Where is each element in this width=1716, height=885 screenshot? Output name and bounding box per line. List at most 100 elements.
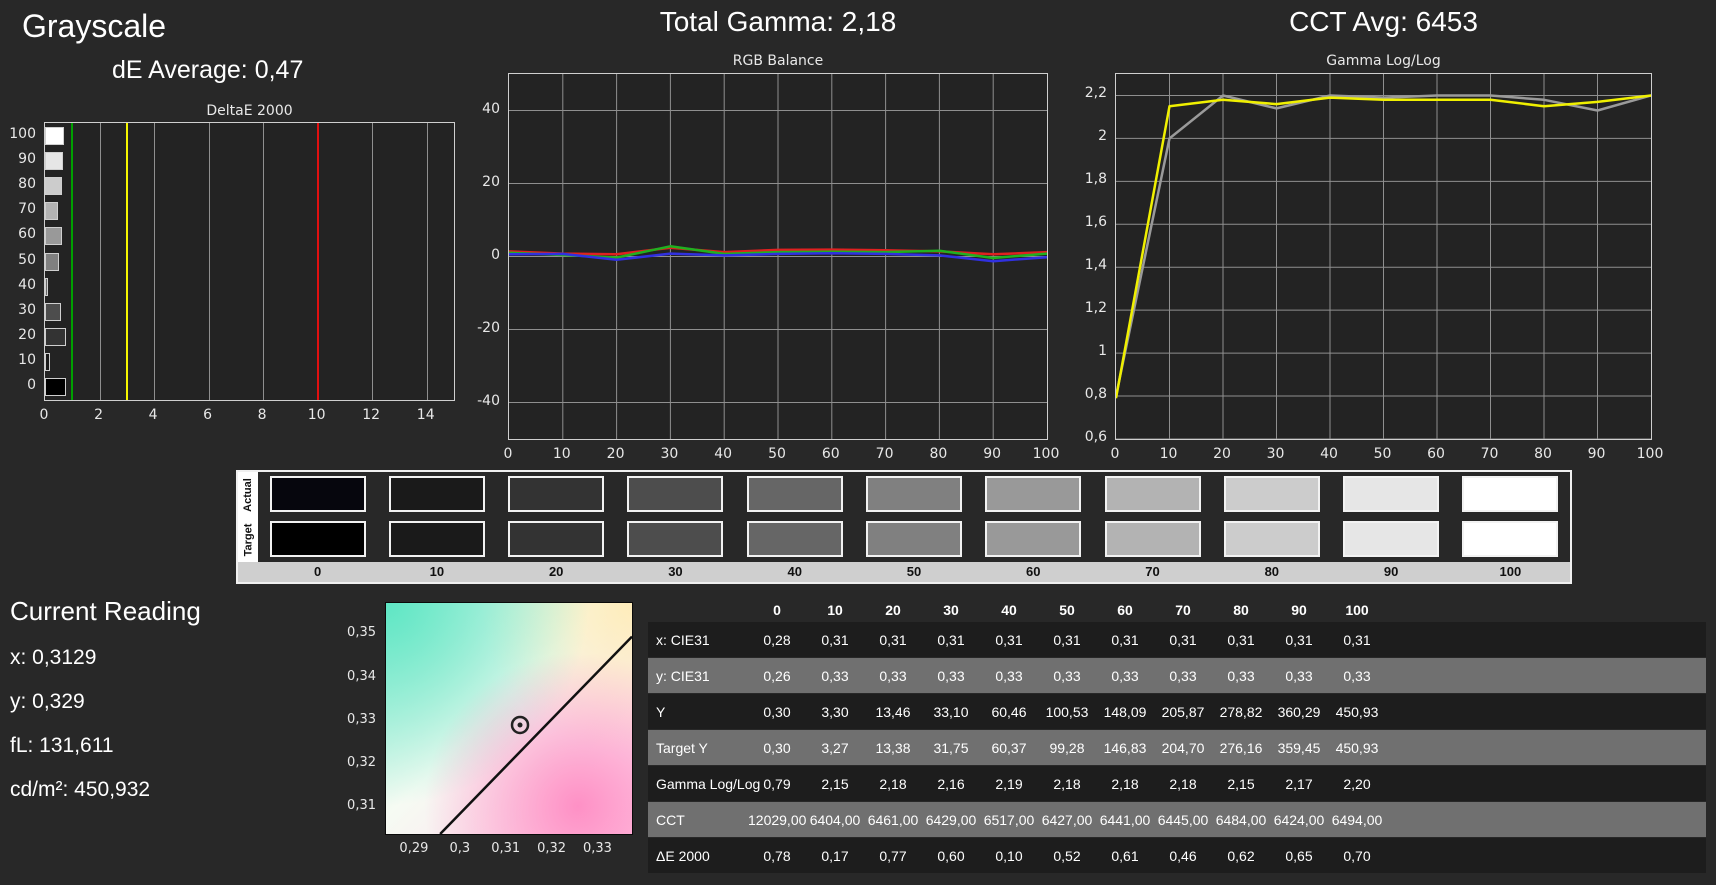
axis-tick-label: 60 [1427, 446, 1445, 462]
table-cell: 0,77 [879, 847, 907, 864]
deltae-x-axis: 0 2 4 6 8 10 12 14 [40, 407, 455, 423]
cie-plot-svg [439, 635, 633, 835]
delta-e-bar [45, 328, 66, 347]
table-row: x: CIE31 0,28 0,31 0,31 0,31 0,31 0,31 0,31 0,31… [648, 622, 1706, 657]
axis-tick-label: 60 [821, 446, 840, 462]
swatch [1462, 521, 1559, 557]
axis-tick-label: 40 [714, 446, 733, 462]
swatch-level-labels: 0 10 20 30 40 50 60 70 80 90 100 [258, 562, 1570, 582]
table-row: ΔE 2000 0,78 0,17 0,77 0,60 0,10 0,52 0,61 0,46 0… [648, 838, 1706, 873]
swatch-cell [854, 472, 973, 516]
table-cell: 278,82 [1219, 703, 1263, 720]
table-cell: 2,18 [879, 775, 907, 792]
table-cell: 0,60 [937, 847, 965, 864]
reading-x-value: x: 0,3129 [10, 646, 97, 669]
table-cell: 0,33 [1343, 667, 1371, 684]
axis-tick-label: 0 [27, 377, 36, 394]
de-average-label: dE Average: 0,47 [112, 56, 304, 84]
delta-e-bar [45, 151, 63, 170]
delta-e-bar [45, 252, 60, 271]
grid-line [208, 123, 210, 400]
total-gamma-label: Total Gamma: 2,18 [659, 6, 897, 37]
table-column-header: 50 [1059, 602, 1075, 618]
table-cell: 3,27 [821, 739, 849, 756]
delta-e-bar [45, 126, 65, 145]
table-column-header: 80 [1233, 602, 1249, 618]
axis-tick-label: 40 [18, 276, 36, 293]
axis-tick-label: 2 [94, 407, 103, 423]
delta-e-bar [45, 227, 62, 246]
axis-tick-label: 0,3 [449, 841, 471, 856]
axis-tick-label: 10 [18, 352, 36, 369]
swatch [627, 476, 724, 512]
swatch-level-label: 60 [1026, 564, 1041, 579]
swatch-cell [854, 517, 973, 561]
actual-swatch-row [258, 472, 1570, 516]
swatch-level-label: 20 [548, 564, 564, 579]
table-cell: 0,33 [995, 667, 1023, 684]
table-row: Gamma Log/Log 0,79 2,15 2,18 2,16 2,19 2,18 2,1… [648, 766, 1706, 801]
table-cell: 0,31 [995, 631, 1023, 648]
swatch-level-label: 50 [906, 564, 922, 579]
axis-tick-label: 30 [18, 301, 36, 318]
table-cell: 13,46 [875, 703, 911, 720]
swatch-level-label: 90 [1383, 564, 1399, 579]
gamma-chart-plot [1115, 73, 1652, 440]
table-header-row: 0 10 20 30 40 50 60 70 80 90 100 [648, 598, 1706, 622]
table-cell: 6427,00 [1041, 811, 1093, 828]
rgb-balance-chart-title: RGB Balance [732, 53, 824, 69]
swatch-level-label: 100 [1499, 564, 1522, 579]
axis-tick-label: 40 [1320, 446, 1338, 462]
swatch-cell [377, 472, 496, 516]
swatch [1223, 521, 1320, 557]
axis-tick-label: 50 [1373, 446, 1392, 462]
swatch-cell [1451, 517, 1570, 561]
deltae-y-axis: 100 90 80 70 60 50 40 30 20 10 0 [0, 122, 40, 401]
rgb-balance-x-axis: 0 10 20 30 40 50 60 70 80 90 100 [504, 446, 1060, 462]
axis-tick-label: 0,33 [347, 711, 376, 727]
table-cell: 6424,00 [1273, 811, 1325, 828]
delta-e-bar [45, 176, 62, 195]
swatch-cell [1093, 472, 1212, 516]
table-row-label: Y [656, 703, 666, 720]
axis-tick-label: 0,35 [347, 625, 376, 641]
swatch-level-label: 40 [787, 564, 802, 579]
axis-tick-label: 80 [929, 446, 948, 462]
table-column-header: 0 [773, 602, 781, 618]
table-cell: 33,10 [933, 703, 969, 720]
reference-line-good-threshold [71, 123, 74, 400]
swatch-cell [1212, 517, 1331, 561]
actual-row-label-text: Actual [242, 477, 254, 512]
table-cell: 12029,00 [748, 811, 807, 828]
table-cell: 2,16 [937, 775, 965, 792]
table-cell: 60,46 [991, 703, 1027, 720]
axis-tick-label: 10 [1159, 446, 1178, 462]
axis-tick-label: 70 [1480, 446, 1499, 462]
grid-line [99, 123, 101, 400]
delta-e-bar [45, 202, 58, 221]
table-cell: 276,16 [1219, 739, 1263, 756]
axis-tick-label: 2,2 [1084, 85, 1107, 102]
axis-tick-label: 90 [18, 150, 36, 167]
swatch [1104, 521, 1201, 557]
swatch-level-label: 10 [429, 564, 445, 579]
table-column-header: 60 [1117, 602, 1133, 618]
table-cell: 0,33 [1053, 667, 1081, 684]
table-row: CCT 12029,00 6404,00 6461,00 6429,00 6517,00 6… [648, 802, 1706, 837]
table-column-header: 20 [885, 602, 901, 618]
axis-tick-label: 70 [875, 446, 894, 462]
cct-avg-label: CCT Avg: 6453 [1289, 6, 1478, 37]
table-cell: 0,31 [1227, 631, 1255, 648]
table-column-header: 30 [943, 602, 959, 618]
table-cell: 0,31 [821, 631, 849, 648]
swatch-row-labels: Actual Target [238, 472, 258, 562]
table-column-header: 100 [1345, 602, 1369, 618]
grayscale-swatch-strip: Actual Target 0 10 20 30 40 50 60 70 80 90 100 [236, 470, 1572, 584]
swatch [388, 521, 485, 557]
axis-tick-label: 14 [416, 407, 435, 423]
reading-fl-value: fL: 131,611 [10, 734, 114, 757]
table-cell: 0,79 [763, 775, 791, 792]
table-cell: 360,29 [1277, 703, 1321, 720]
swatch [1343, 476, 1440, 512]
table-cell: 450,93 [1335, 739, 1379, 756]
